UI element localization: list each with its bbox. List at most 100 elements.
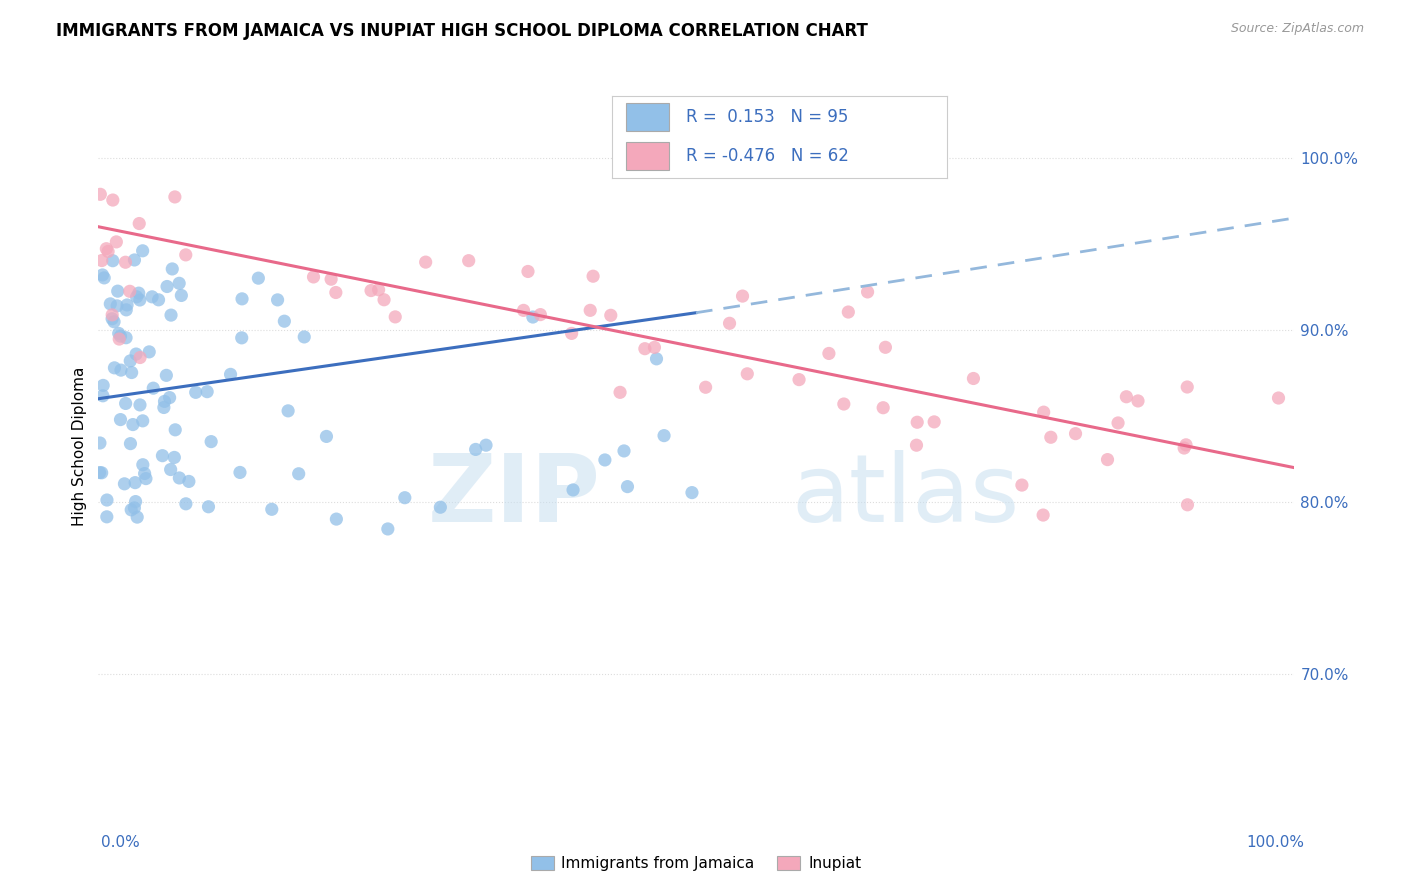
Point xyxy=(128,286,150,301)
Point xyxy=(107,284,129,298)
Point xyxy=(415,255,437,269)
Point xyxy=(229,466,252,480)
Point xyxy=(872,401,894,415)
Point xyxy=(1032,405,1054,419)
Point xyxy=(837,305,859,319)
Point xyxy=(522,310,544,324)
Point xyxy=(131,244,153,258)
Point xyxy=(856,285,879,299)
Point xyxy=(141,290,163,304)
Point xyxy=(167,277,190,291)
Point xyxy=(613,444,636,458)
Point xyxy=(128,293,150,307)
Point xyxy=(599,308,621,322)
Point xyxy=(159,391,181,405)
Point xyxy=(101,311,124,326)
Point xyxy=(247,271,270,285)
Point xyxy=(475,438,498,452)
Text: 0.0%: 0.0% xyxy=(101,836,141,850)
Point xyxy=(174,248,197,262)
Text: R =  0.153   N = 95: R = 0.153 N = 95 xyxy=(686,108,848,126)
Point xyxy=(905,415,928,429)
Point xyxy=(695,380,717,394)
Text: 100.0%: 100.0% xyxy=(1247,836,1305,850)
Point xyxy=(292,330,315,344)
Point xyxy=(101,193,124,207)
Legend: Immigrants from Jamaica, Inupiat: Immigrants from Jamaica, Inupiat xyxy=(524,850,868,877)
Point xyxy=(875,340,897,354)
Point xyxy=(1175,438,1198,452)
Point xyxy=(429,500,451,515)
Point xyxy=(315,429,337,443)
Point xyxy=(89,436,111,450)
Point xyxy=(360,284,382,298)
Point xyxy=(718,316,741,330)
Point xyxy=(121,366,143,380)
Point xyxy=(114,476,136,491)
Point xyxy=(787,373,810,387)
Point xyxy=(1177,498,1199,512)
Point xyxy=(394,491,416,505)
Point xyxy=(131,414,153,428)
Point xyxy=(377,522,399,536)
Point xyxy=(1032,508,1054,522)
Point xyxy=(645,351,668,366)
Point xyxy=(1126,393,1149,408)
Point xyxy=(731,289,754,303)
Point xyxy=(169,471,191,485)
Point xyxy=(616,480,638,494)
Point xyxy=(132,458,155,472)
Point xyxy=(1039,430,1062,444)
Point xyxy=(962,371,984,385)
Point xyxy=(152,449,174,463)
Point xyxy=(905,438,928,452)
Point xyxy=(922,415,945,429)
Point xyxy=(219,368,242,382)
Point xyxy=(325,512,347,526)
Point xyxy=(159,462,181,476)
Text: R = -0.476   N = 62: R = -0.476 N = 62 xyxy=(686,147,849,165)
Point xyxy=(128,217,150,231)
Point xyxy=(1267,391,1289,405)
Point xyxy=(105,235,128,249)
Point xyxy=(120,436,142,450)
Point xyxy=(105,299,128,313)
Point xyxy=(115,298,138,312)
Point xyxy=(818,346,841,360)
Point xyxy=(103,360,125,375)
Point xyxy=(148,293,170,307)
Point xyxy=(1011,478,1033,492)
Point xyxy=(120,354,142,368)
Point xyxy=(155,368,177,383)
Point xyxy=(160,308,183,322)
Point xyxy=(90,466,112,480)
Point xyxy=(97,244,120,259)
Point xyxy=(1175,380,1198,394)
Point xyxy=(118,285,141,299)
Point xyxy=(124,252,146,267)
Point xyxy=(101,308,124,322)
Point xyxy=(277,404,299,418)
Point xyxy=(231,292,253,306)
Point xyxy=(321,272,343,286)
Point xyxy=(165,423,187,437)
Point xyxy=(634,342,657,356)
Point xyxy=(114,255,136,269)
Point xyxy=(373,293,395,307)
FancyBboxPatch shape xyxy=(626,103,669,131)
Point xyxy=(115,331,138,345)
Point xyxy=(124,475,146,490)
Point xyxy=(266,293,288,307)
Point xyxy=(582,269,605,284)
Point xyxy=(124,500,146,515)
Point xyxy=(142,381,165,395)
Point xyxy=(287,467,309,481)
Point xyxy=(561,326,583,341)
Point xyxy=(562,483,585,497)
Point xyxy=(115,302,138,317)
Point xyxy=(91,378,114,392)
Point xyxy=(138,344,160,359)
Point xyxy=(98,297,121,311)
Text: ZIP: ZIP xyxy=(427,450,600,542)
Point xyxy=(110,412,132,426)
